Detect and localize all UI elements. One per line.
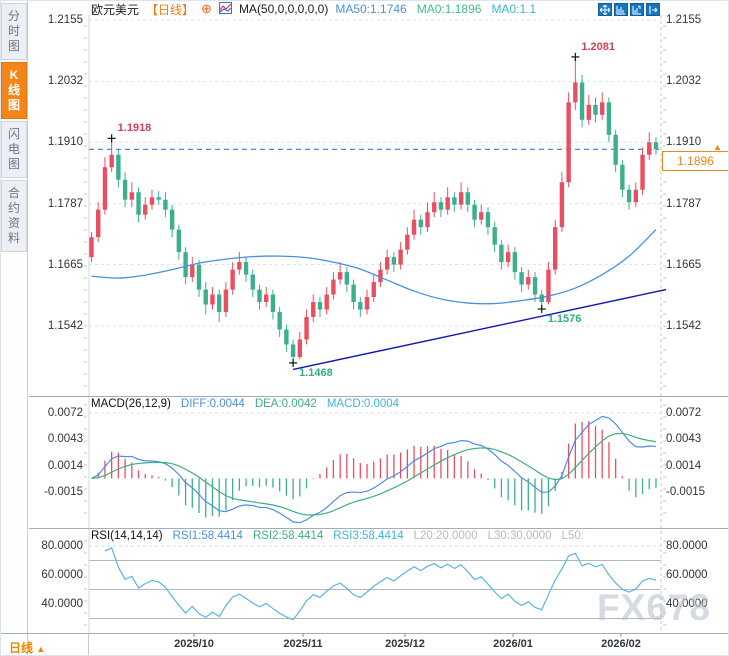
rsi2-value: RSI2:58.4414 — [252, 530, 324, 542]
rsi-title: RSI(14,14,14) — [91, 530, 163, 542]
price-axis-label-right: 1.1665 — [666, 258, 702, 271]
pan-right-icon[interactable] — [646, 3, 660, 16]
price-up-arrow-icon: ▲ — [713, 142, 722, 152]
macd-axis-label-right: 0.0043 — [666, 433, 702, 446]
time-axis-label: 2026/02 — [601, 638, 641, 650]
price-axis-label-right: 1.1542 — [666, 320, 702, 332]
ma-values: MA50:1.1746 MA0:1.1896 MA0:1.1 — [335, 2, 536, 16]
macd-header: MACD(26,12,9) DIFF:0.0044 DEA:0.0042 MAC… — [91, 398, 399, 410]
price-axis-label-left: 1.2032 — [47, 75, 83, 88]
chart-toolbar — [598, 3, 660, 16]
rsi-axis-label-left: 80.0000 — [41, 540, 83, 552]
macd-axis-label-right: -0.0015 — [666, 485, 706, 498]
sidebar-tab-1[interactable]: 分时图 — [1, 3, 27, 60]
current-price-value: 1.1896 — [677, 154, 714, 168]
rsi-axis-label-right: 80.0000 — [666, 540, 708, 552]
chart-thumbnail-icon — [218, 1, 232, 17]
ma-value-3: MA0:1.1 — [491, 2, 537, 16]
crosshair-move-icon[interactable] — [598, 3, 612, 16]
price-axis-label-right: 1.2155 — [666, 14, 702, 26]
period-selector-label: 日线 — [9, 641, 34, 655]
price-axis-label-right: 1.1910 — [666, 136, 702, 149]
time-axis-label: 2026/01 — [493, 638, 533, 650]
price-axis-label-left: 1.1910 — [47, 136, 83, 149]
sidebar-tab-3[interactable]: 闪电图 — [1, 121, 27, 178]
price-annotation: 1.1576 — [547, 313, 582, 326]
chart-scale-icon[interactable] — [630, 3, 644, 16]
watermark: FX678 — [597, 587, 712, 628]
macd-dea-value: DEA:0.0042 — [254, 398, 317, 410]
rsi-axis-label-right: 60.0000 — [666, 569, 708, 581]
current-price-badge: 1.1896 — [662, 151, 728, 171]
ma-value-2: MA0:1.1896 — [416, 2, 482, 16]
rsi1-value: RSI1:58.4414 — [172, 530, 243, 542]
rsi3-value: RSI3:58.4414 — [333, 530, 404, 542]
time-axis-label: 2025/11 — [283, 638, 323, 650]
ma-value-1: MA50:1.1746 — [335, 2, 407, 16]
period-tag: 【日线】 — [146, 2, 195, 17]
price-axis-label-left: 1.1787 — [47, 197, 83, 210]
zoom-range-icon[interactable] — [614, 3, 628, 16]
macd-axis-label-left: 0.0072 — [47, 407, 83, 419]
macd-diff-value: DIFF:0.0044 — [180, 398, 245, 410]
price-axis-label-left: 1.2155 — [47, 14, 83, 26]
price-annotation: 1.2081 — [581, 40, 615, 53]
price-axis-label-left: 1.1665 — [47, 258, 83, 271]
price-annotation: 1.1918 — [117, 122, 152, 135]
macd-axis-label-right: 0.0072 — [666, 407, 702, 419]
price-axis-label-left: 1.1542 — [47, 320, 83, 332]
rsi-l20-label: L20:20.0000 — [413, 530, 478, 542]
rsi-l30-label: L30:30.0000 — [487, 530, 552, 542]
price-axis-label-right: 1.1787 — [666, 197, 702, 210]
macd-axis-label-left: -0.0015 — [43, 485, 83, 498]
period-selector[interactable]: 日线 ▲ — [1, 634, 89, 655]
time-axis-label: 2025/10 — [174, 638, 214, 650]
macd-axis-label-right: 0.0014 — [666, 459, 702, 472]
symbol-title: 欧元美元 — [91, 2, 140, 17]
add-indicator-icon[interactable]: ⊕ — [201, 1, 212, 16]
price-annotation: 1.1468 — [299, 366, 333, 379]
rsi-header: RSI(14,14,14) RSI1:58.4414 RSI2:58.4414 … — [91, 530, 584, 542]
indicator-formula: MA(50,0,0,0,0,0) — [238, 2, 329, 16]
sidebar-tab-4[interactable]: 合约资料 — [1, 180, 27, 252]
macd-hist-value: MACD:0.0004 — [326, 398, 400, 410]
chart-header: 欧元美元 【日线】 ⊕ MA(50,0,0,0,0,0) MA50:1.1746… — [91, 1, 536, 17]
rsi-l50-label: L50: — [561, 530, 584, 542]
time-axis-label: 2025/12 — [385, 638, 425, 650]
period-selector-arrow-icon: ▲ — [36, 644, 46, 654]
macd-title: MACD(26,12,9) — [91, 398, 171, 410]
rsi-axis-label-right: 40.0000 — [666, 598, 708, 610]
rsi-axis-label-left: 60.0000 — [41, 569, 83, 581]
price-axis-label-right: 1.2032 — [666, 75, 702, 88]
rsi-axis-label-left: 40.0000 — [41, 598, 83, 610]
macd-axis-label-left: 0.0014 — [47, 459, 83, 472]
macd-axis-label-left: 0.0043 — [47, 433, 83, 446]
